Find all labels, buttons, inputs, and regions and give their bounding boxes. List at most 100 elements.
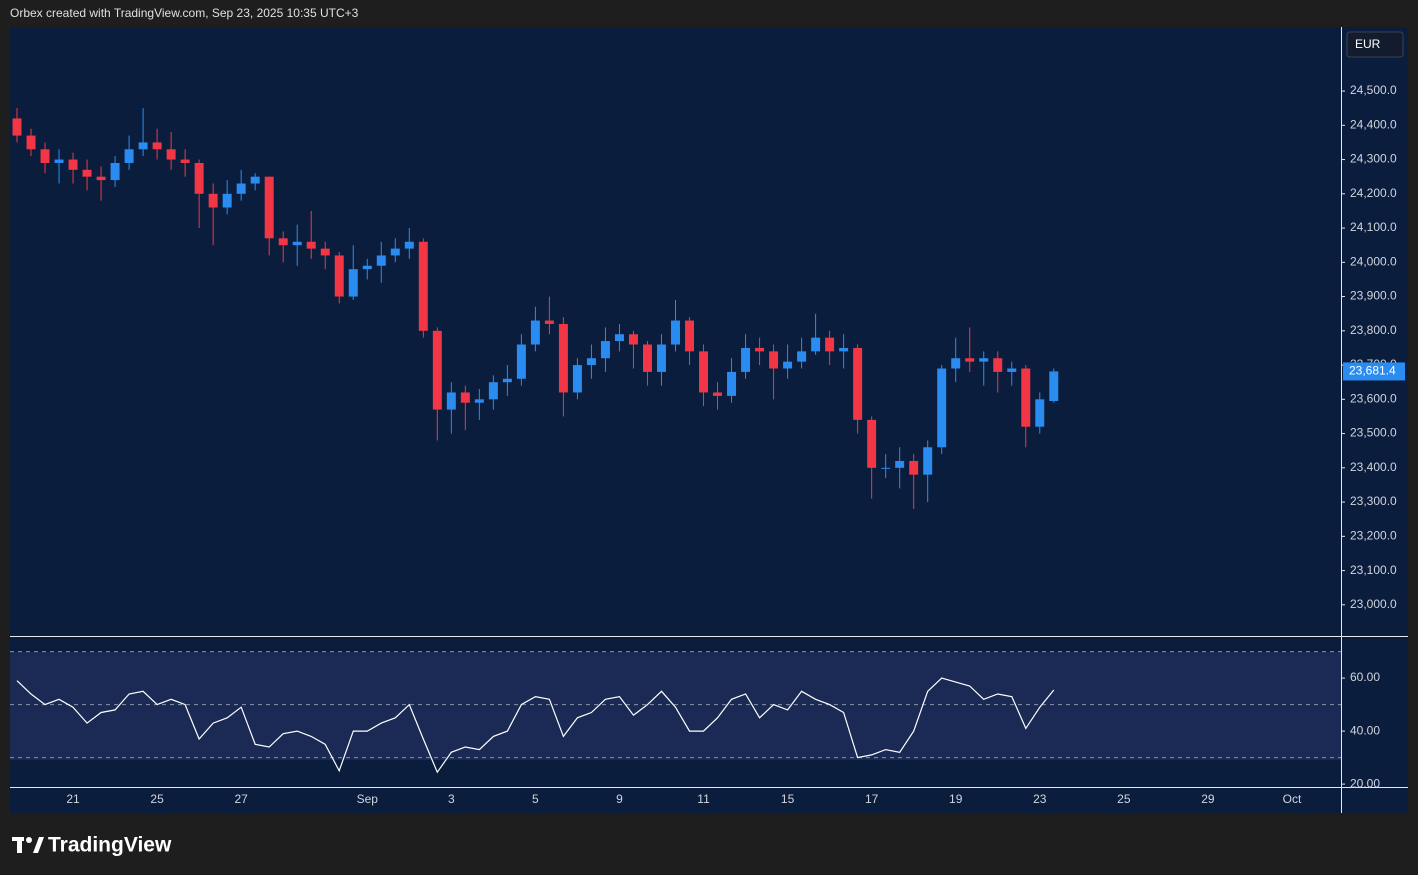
x-tick-label: Sep bbox=[357, 792, 379, 806]
candle-body bbox=[965, 358, 975, 362]
candle-body bbox=[320, 248, 330, 256]
candle-body bbox=[376, 255, 386, 266]
candle-body bbox=[110, 162, 120, 181]
x-tick-label: 9 bbox=[616, 792, 623, 806]
candle-body bbox=[741, 347, 751, 372]
candle-body bbox=[685, 320, 694, 352]
candle-body bbox=[12, 118, 22, 136]
y-tick-label: 20.00 bbox=[1350, 776, 1380, 790]
y-tick-label: 23,500.0 bbox=[1350, 426, 1397, 440]
candle-body bbox=[194, 162, 204, 194]
y-tick-label: 23,100.0 bbox=[1350, 563, 1397, 577]
x-tick-label: 19 bbox=[949, 792, 963, 806]
candle-body bbox=[180, 159, 190, 163]
y-tick-label: 23,400.0 bbox=[1350, 460, 1397, 474]
candle-body bbox=[516, 344, 526, 379]
currency-box[interactable] bbox=[1346, 31, 1404, 58]
candle-body bbox=[642, 344, 652, 372]
y-tick-label: 23,800.0 bbox=[1350, 323, 1397, 337]
x-tick-label: 27 bbox=[234, 792, 248, 806]
last-price-label: 23,681.4 bbox=[1349, 364, 1396, 378]
x-tick-label: 5 bbox=[532, 792, 539, 806]
candle-body bbox=[334, 255, 344, 297]
candle-body bbox=[418, 241, 428, 331]
candle-body bbox=[979, 358, 989, 362]
candle-body bbox=[713, 392, 723, 396]
y-tick-label: 23,200.0 bbox=[1350, 528, 1397, 542]
y-tick-label: 24,400.0 bbox=[1350, 117, 1397, 131]
y-tick-label: 23,300.0 bbox=[1350, 494, 1397, 508]
candle-body bbox=[544, 320, 554, 324]
candle-body bbox=[951, 358, 961, 369]
brand-name: TradingView bbox=[48, 834, 172, 857]
candle-body bbox=[699, 351, 709, 393]
candle-body bbox=[783, 361, 793, 369]
candle-body bbox=[250, 176, 260, 184]
candle-body bbox=[264, 176, 274, 239]
candle-body bbox=[1021, 368, 1031, 427]
candle-body bbox=[530, 320, 540, 345]
candle-body bbox=[446, 392, 456, 410]
candle-body bbox=[909, 460, 919, 475]
x-tick-label: 17 bbox=[865, 792, 879, 806]
candle-body bbox=[390, 248, 400, 256]
candle-body bbox=[166, 149, 176, 160]
candle-body bbox=[278, 238, 288, 246]
y-tick-label: 24,300.0 bbox=[1350, 152, 1397, 166]
currency[interactable]: EUR bbox=[1355, 37, 1381, 51]
y-tick-label: 24,100.0 bbox=[1350, 220, 1397, 234]
candle-body bbox=[1049, 371, 1059, 402]
y-tick-label: 23,000.0 bbox=[1350, 597, 1397, 611]
last-price-box bbox=[1343, 362, 1405, 381]
rsi-line bbox=[16, 677, 1055, 774]
x-tick-label: 23 bbox=[1033, 792, 1047, 806]
candle-body bbox=[937, 368, 947, 448]
candle-body bbox=[54, 159, 64, 163]
candle-body bbox=[68, 159, 78, 170]
y-tick-label: 24,200.0 bbox=[1350, 186, 1397, 200]
candle-body bbox=[236, 183, 246, 194]
candle-body bbox=[727, 371, 737, 396]
candle-body bbox=[124, 149, 134, 163]
candle-body bbox=[488, 382, 498, 400]
y-tick-label: 24,000.0 bbox=[1350, 254, 1397, 268]
candle-body bbox=[502, 378, 512, 383]
x-tick-label: 3 bbox=[448, 792, 455, 806]
plot: 21 25 27 Sep 3 5 9 11 15 17 19 23 25 29 Oct 23,000.0 23,… bbox=[10, 83, 1405, 806]
candle-body bbox=[755, 347, 765, 352]
candle-body bbox=[152, 142, 162, 150]
candle-body bbox=[811, 337, 821, 352]
x-tick-label: 29 bbox=[1201, 792, 1215, 806]
candle-body bbox=[474, 399, 484, 403]
candle-body bbox=[432, 330, 442, 410]
candle-body bbox=[460, 392, 470, 403]
attribution: Orbex created with TradingView.com, Sep … bbox=[10, 6, 359, 20]
candle-body bbox=[797, 351, 807, 362]
candle-body bbox=[348, 269, 358, 297]
candle-body bbox=[586, 358, 596, 366]
candle-body bbox=[657, 344, 666, 372]
candle-body bbox=[26, 135, 36, 150]
candle-body bbox=[769, 351, 779, 369]
candle-body bbox=[222, 193, 232, 208]
y-tick-label: 40.00 bbox=[1350, 723, 1380, 737]
candle-body bbox=[572, 365, 582, 393]
candle-body bbox=[306, 241, 316, 249]
candle-body bbox=[923, 447, 933, 475]
candle-body bbox=[1007, 368, 1017, 372]
y-tick-label: 23,900.0 bbox=[1350, 289, 1397, 303]
candle-body bbox=[208, 193, 218, 208]
candle-body bbox=[671, 320, 680, 345]
candle-body bbox=[40, 149, 50, 163]
candle-body bbox=[1035, 399, 1045, 427]
candle-body bbox=[825, 337, 835, 352]
candle-body bbox=[881, 467, 891, 469]
y-tick-label: 60.00 bbox=[1350, 670, 1380, 684]
brand-logo bbox=[12, 837, 44, 853]
candle-body bbox=[362, 265, 372, 270]
candle-body bbox=[993, 358, 1003, 372]
candle-body bbox=[558, 323, 568, 393]
candle-body bbox=[404, 241, 414, 249]
